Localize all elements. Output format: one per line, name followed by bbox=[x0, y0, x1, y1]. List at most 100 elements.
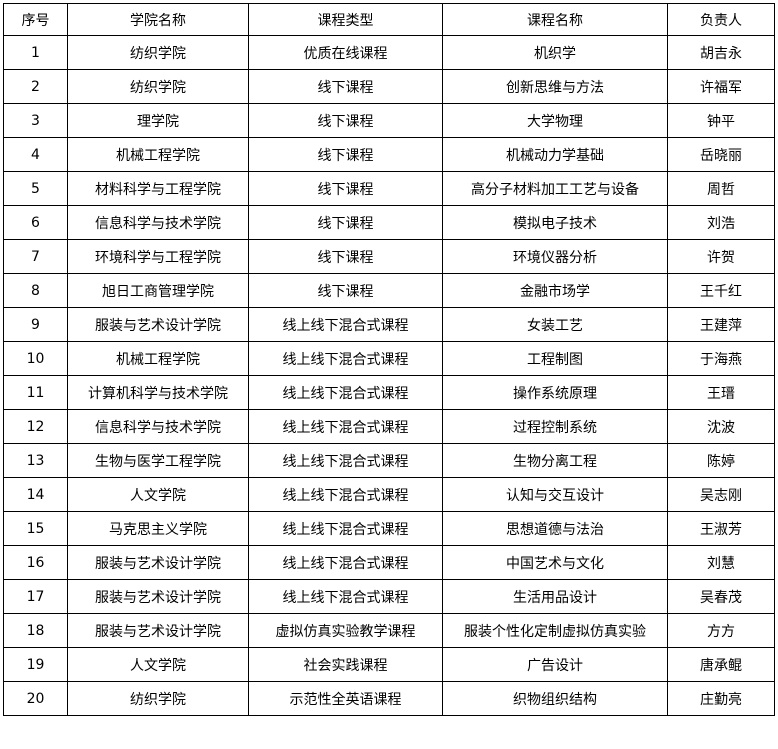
cell-index: 17 bbox=[3, 579, 68, 614]
cell-leader: 刘浩 bbox=[667, 205, 775, 240]
table-row: 14 人文学院 线上线下混合式课程 认知与交互设计 吴志刚 bbox=[3, 477, 775, 512]
cell-course-name: 金融市场学 bbox=[442, 273, 668, 308]
cell-college: 服装与艺术设计学院 bbox=[67, 545, 249, 580]
cell-index: 10 bbox=[3, 341, 68, 376]
cell-course-name: 操作系统原理 bbox=[442, 375, 668, 410]
cell-index: 5 bbox=[3, 171, 68, 206]
cell-course-type: 线下课程 bbox=[248, 69, 443, 104]
cell-course-name: 工程制图 bbox=[442, 341, 668, 376]
cell-course-type: 线上线下混合式课程 bbox=[248, 579, 443, 614]
cell-course-type: 线上线下混合式课程 bbox=[248, 375, 443, 410]
cell-college: 服装与艺术设计学院 bbox=[67, 307, 249, 342]
cell-leader: 岳晓丽 bbox=[667, 137, 775, 172]
cell-college: 信息科学与技术学院 bbox=[67, 205, 249, 240]
cell-leader: 唐承鲲 bbox=[667, 647, 775, 682]
cell-leader: 王建萍 bbox=[667, 307, 775, 342]
cell-course-name: 创新思维与方法 bbox=[442, 69, 668, 104]
cell-leader: 许贺 bbox=[667, 239, 775, 274]
cell-course-type: 线下课程 bbox=[248, 239, 443, 274]
cell-course-name: 高分子材料加工工艺与设备 bbox=[442, 171, 668, 206]
course-table: 序号 学院名称 课程类型 课程名称 负责人 1 纺织学院 优质在线课程 机织学 胡吉永 2… bbox=[3, 3, 775, 716]
cell-college: 材料科学与工程学院 bbox=[67, 171, 249, 206]
cell-course-name: 机织学 bbox=[442, 35, 668, 70]
cell-course-type: 社会实践课程 bbox=[248, 647, 443, 682]
cell-index: 12 bbox=[3, 409, 68, 444]
cell-leader: 刘慧 bbox=[667, 545, 775, 580]
cell-index: 19 bbox=[3, 647, 68, 682]
table-row: 2 纺织学院 线下课程 创新思维与方法 许福军 bbox=[3, 69, 775, 104]
table-row: 13 生物与医学工程学院 线上线下混合式课程 生物分离工程 陈婷 bbox=[3, 443, 775, 478]
cell-course-type: 线下课程 bbox=[248, 273, 443, 308]
table-row: 19 人文学院 社会实践课程 广告设计 唐承鲲 bbox=[3, 647, 775, 682]
cell-leader: 王千红 bbox=[667, 273, 775, 308]
cell-college: 机械工程学院 bbox=[67, 341, 249, 376]
cell-index: 4 bbox=[3, 137, 68, 172]
cell-course-type: 线上线下混合式课程 bbox=[248, 341, 443, 376]
cell-index: 1 bbox=[3, 35, 68, 70]
cell-course-type: 线上线下混合式课程 bbox=[248, 477, 443, 512]
cell-college: 纺织学院 bbox=[67, 35, 249, 70]
table-row: 11 计算机科学与技术学院 线上线下混合式课程 操作系统原理 王瑨 bbox=[3, 375, 775, 410]
table-row: 6 信息科学与技术学院 线下课程 模拟电子技术 刘浩 bbox=[3, 205, 775, 240]
cell-leader: 陈婷 bbox=[667, 443, 775, 478]
cell-course-type: 线上线下混合式课程 bbox=[248, 511, 443, 546]
cell-course-name: 模拟电子技术 bbox=[442, 205, 668, 240]
cell-course-type: 虚拟仿真实验教学课程 bbox=[248, 613, 443, 648]
column-header-course-name: 课程名称 bbox=[442, 3, 668, 36]
table-row: 3 理学院 线下课程 大学物理 钟平 bbox=[3, 103, 775, 138]
cell-leader: 于海燕 bbox=[667, 341, 775, 376]
cell-college: 生物与医学工程学院 bbox=[67, 443, 249, 478]
cell-course-type: 线上线下混合式课程 bbox=[248, 409, 443, 444]
cell-course-name: 广告设计 bbox=[442, 647, 668, 682]
column-header-index: 序号 bbox=[3, 3, 68, 36]
table-row: 18 服装与艺术设计学院 虚拟仿真实验教学课程 服装个性化定制虚拟仿真实验 方方 bbox=[3, 613, 775, 648]
cell-college: 人文学院 bbox=[67, 647, 249, 682]
cell-index: 9 bbox=[3, 307, 68, 342]
cell-leader: 方方 bbox=[667, 613, 775, 648]
cell-college: 环境科学与工程学院 bbox=[67, 239, 249, 274]
cell-course-type: 线上线下混合式课程 bbox=[248, 307, 443, 342]
cell-course-name: 机械动力学基础 bbox=[442, 137, 668, 172]
cell-leader: 许福军 bbox=[667, 69, 775, 104]
cell-leader: 钟平 bbox=[667, 103, 775, 138]
cell-course-type: 线下课程 bbox=[248, 103, 443, 138]
table-row: 8 旭日工商管理学院 线下课程 金融市场学 王千红 bbox=[3, 273, 775, 308]
cell-course-name: 织物组织结构 bbox=[442, 681, 668, 716]
cell-index: 7 bbox=[3, 239, 68, 274]
cell-index: 6 bbox=[3, 205, 68, 240]
cell-college: 马克思主义学院 bbox=[67, 511, 249, 546]
table-row: 12 信息科学与技术学院 线上线下混合式课程 过程控制系统 沈波 bbox=[3, 409, 775, 444]
cell-index: 16 bbox=[3, 545, 68, 580]
table-row: 1 纺织学院 优质在线课程 机织学 胡吉永 bbox=[3, 35, 775, 70]
cell-leader: 庄勤亮 bbox=[667, 681, 775, 716]
cell-course-name: 过程控制系统 bbox=[442, 409, 668, 444]
cell-college: 服装与艺术设计学院 bbox=[67, 613, 249, 648]
cell-course-name: 生物分离工程 bbox=[442, 443, 668, 478]
column-header-college: 学院名称 bbox=[67, 3, 249, 36]
cell-leader: 吴志刚 bbox=[667, 477, 775, 512]
cell-course-name: 女装工艺 bbox=[442, 307, 668, 342]
cell-leader: 沈波 bbox=[667, 409, 775, 444]
cell-course-type: 线下课程 bbox=[248, 137, 443, 172]
cell-course-type: 线上线下混合式课程 bbox=[248, 545, 443, 580]
cell-course-type: 线下课程 bbox=[248, 205, 443, 240]
column-header-leader: 负责人 bbox=[667, 3, 775, 36]
cell-college: 人文学院 bbox=[67, 477, 249, 512]
cell-course-type: 线上线下混合式课程 bbox=[248, 443, 443, 478]
cell-college: 理学院 bbox=[67, 103, 249, 138]
cell-index: 11 bbox=[3, 375, 68, 410]
cell-college: 计算机科学与技术学院 bbox=[67, 375, 249, 410]
cell-index: 13 bbox=[3, 443, 68, 478]
cell-course-name: 大学物理 bbox=[442, 103, 668, 138]
cell-course-type: 示范性全英语课程 bbox=[248, 681, 443, 716]
table-row: 9 服装与艺术设计学院 线上线下混合式课程 女装工艺 王建萍 bbox=[3, 307, 775, 342]
cell-leader: 周哲 bbox=[667, 171, 775, 206]
cell-index: 8 bbox=[3, 273, 68, 308]
table-row: 20 纺织学院 示范性全英语课程 织物组织结构 庄勤亮 bbox=[3, 681, 775, 716]
table-row: 4 机械工程学院 线下课程 机械动力学基础 岳晓丽 bbox=[3, 137, 775, 172]
cell-college: 纺织学院 bbox=[67, 681, 249, 716]
cell-index: 20 bbox=[3, 681, 68, 716]
cell-course-name: 思想道德与法治 bbox=[442, 511, 668, 546]
cell-leader: 吴春茂 bbox=[667, 579, 775, 614]
table-row: 5 材料科学与工程学院 线下课程 高分子材料加工工艺与设备 周哲 bbox=[3, 171, 775, 206]
